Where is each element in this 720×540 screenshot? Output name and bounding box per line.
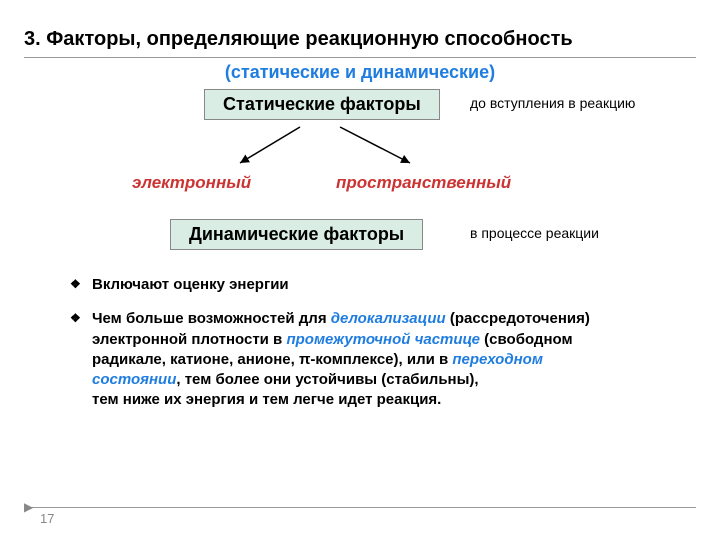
b2-p5: тем ниже их энергия и тем легче идет реа…	[92, 391, 441, 408]
bullet-list: Включают оценку энергии Чем больше возмо…	[70, 275, 630, 411]
static-factors-box: Статические факторы	[204, 89, 440, 120]
bullet-1: Включают оценку энергии	[70, 275, 630, 295]
b2-d1: делокализации	[331, 310, 446, 327]
footer-arrow-icon: ▶	[24, 500, 33, 514]
b2-p1: Чем больше возможностей для	[92, 310, 331, 327]
branch-electronic: электронный	[132, 173, 251, 193]
title-divider	[24, 57, 696, 58]
b2-p4: , тем более они устойчивы (стабильны),	[176, 371, 478, 388]
bullet-2: Чем больше возможностей для делокализаци…	[70, 309, 630, 410]
b2-d2: промежуточной частице	[286, 331, 480, 348]
branch-spatial: пространственный	[336, 173, 511, 193]
dynamic-factors-note: в процессе реакции	[470, 225, 599, 241]
slide-subtitle: (статические и динамические)	[0, 62, 720, 83]
static-factors-block: Статические факторы до вступления в реак…	[0, 89, 720, 209]
slide-title: 3. Факторы, определяющие реакционную спо…	[0, 0, 720, 57]
branch-arrows	[210, 123, 450, 171]
dynamic-factors-block: Динамические факторы в процессе реакции	[0, 215, 720, 265]
bullet-1-text: Включают оценку энергии	[92, 276, 289, 293]
dynamic-factors-box: Динамические факторы	[170, 219, 423, 250]
page-number: 17	[40, 511, 54, 526]
footer-divider	[24, 507, 696, 508]
static-factors-note: до вступления в реакцию	[470, 95, 635, 111]
